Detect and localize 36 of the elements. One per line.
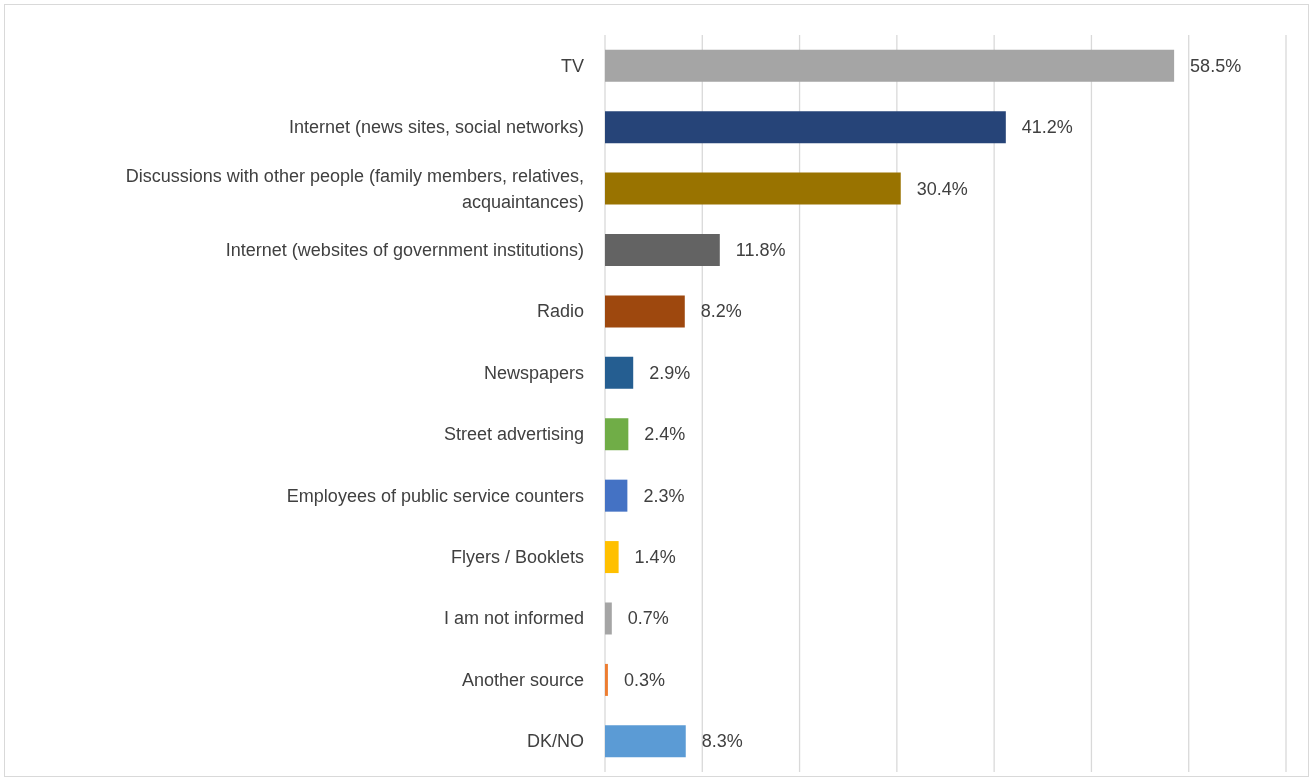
y-tick-label: Flyers / Booklets xyxy=(450,547,584,568)
data-label: 30.4% xyxy=(916,178,968,199)
y-tick-label: Internet (websites of government institutions) xyxy=(225,239,584,260)
bar xyxy=(605,295,685,328)
bar xyxy=(605,541,619,574)
y-tick-label: Another source xyxy=(461,669,584,690)
data-label: 8.2% xyxy=(700,301,742,322)
y-tick-label: Internet (news sites, social networks) xyxy=(288,117,584,138)
data-label: 2.4% xyxy=(644,424,686,445)
y-tick-label: Street advertising xyxy=(443,424,584,445)
bar xyxy=(605,172,901,205)
data-label: 0.3% xyxy=(623,669,665,690)
y-tick-label: DK/NO xyxy=(526,731,584,752)
bar xyxy=(605,602,612,635)
y-tick-label: TV xyxy=(560,55,584,76)
bar xyxy=(605,725,686,758)
data-label: 58.5% xyxy=(1190,55,1242,76)
bar xyxy=(605,49,1175,82)
y-tick-label: I am not informed xyxy=(443,608,584,629)
y-tick-label: Newspapers xyxy=(483,362,584,383)
y-tick-label: Employees of public service counters xyxy=(286,485,584,506)
bar xyxy=(605,418,629,451)
data-label: 2.3% xyxy=(643,485,685,506)
bar xyxy=(605,111,1006,144)
bar xyxy=(605,233,720,266)
data-label: 8.3% xyxy=(701,731,743,752)
bar xyxy=(605,356,634,389)
data-label: 41.2% xyxy=(1021,117,1073,138)
data-label: 2.9% xyxy=(649,362,691,383)
data-label: 1.4% xyxy=(634,547,676,568)
bar xyxy=(605,479,628,512)
data-label: 11.8% xyxy=(735,239,786,260)
bar xyxy=(605,663,608,696)
y-tick-label: Discussions with other people (family members, relatives, acquaintances) xyxy=(125,165,584,212)
data-label: 0.7% xyxy=(627,608,669,629)
y-tick-label: Radio xyxy=(536,301,584,322)
